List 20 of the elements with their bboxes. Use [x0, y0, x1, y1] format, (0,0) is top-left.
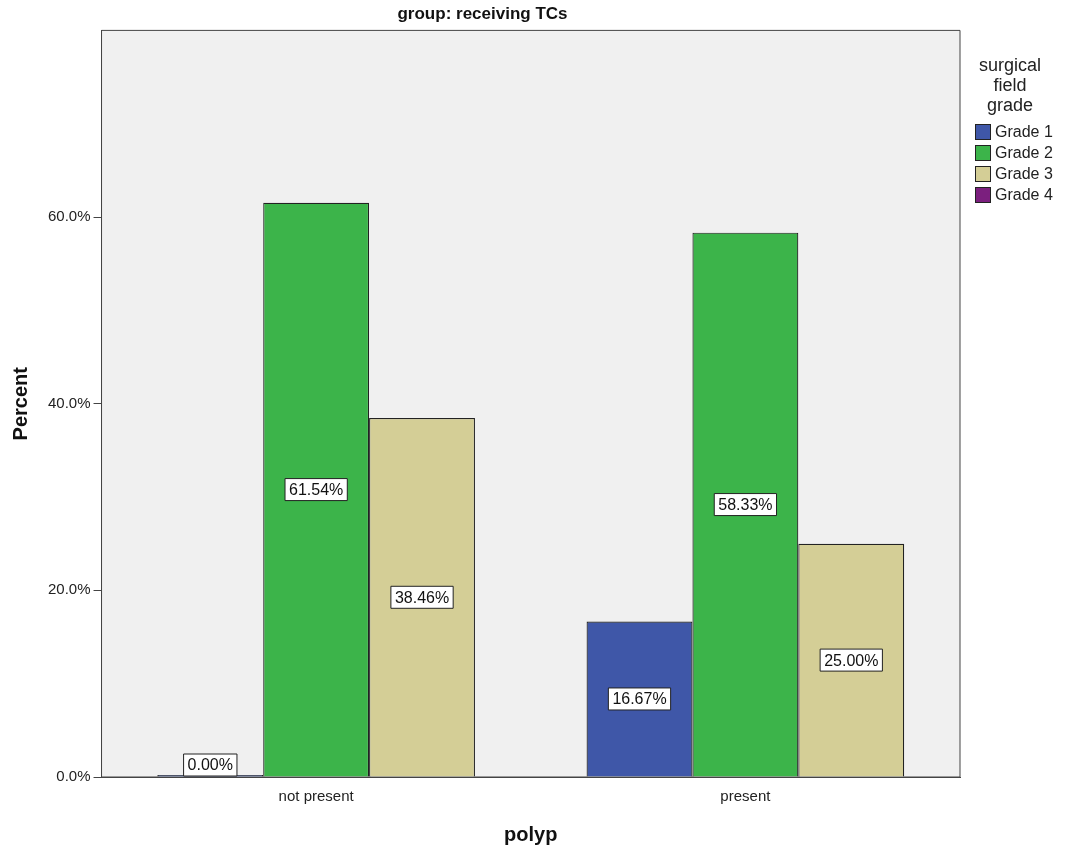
data-label: 0.00%	[187, 756, 233, 774]
x-tick-label: not present	[278, 787, 355, 805]
legend-label: Grade 4	[995, 185, 1053, 204]
legend-label: Grade 1	[995, 122, 1053, 141]
chart-title: group: receiving TCs	[397, 3, 568, 23]
legend-title: surgical field grade	[978, 55, 1042, 115]
data-label: 16.67%	[612, 690, 667, 708]
x-tick-label: present	[720, 787, 772, 805]
y-axis-title: Percent	[8, 366, 31, 441]
legend-label: Grade 3	[995, 164, 1053, 183]
data-label: 61.54%	[289, 481, 344, 498]
data-label: 38.46%	[394, 588, 450, 606]
y-tick-label: 20.0%	[47, 580, 91, 598]
data-label: 58.33%	[718, 495, 773, 513]
y-tick-label: 60.0%	[47, 207, 91, 225]
y-tick-label: 0.0%	[56, 767, 91, 785]
y-tick-label: 40.0%	[47, 393, 91, 411]
data-label: 25.00%	[824, 651, 879, 669]
legend-label: Grade 2	[995, 143, 1053, 162]
x-axis-title: polyp	[504, 822, 558, 845]
